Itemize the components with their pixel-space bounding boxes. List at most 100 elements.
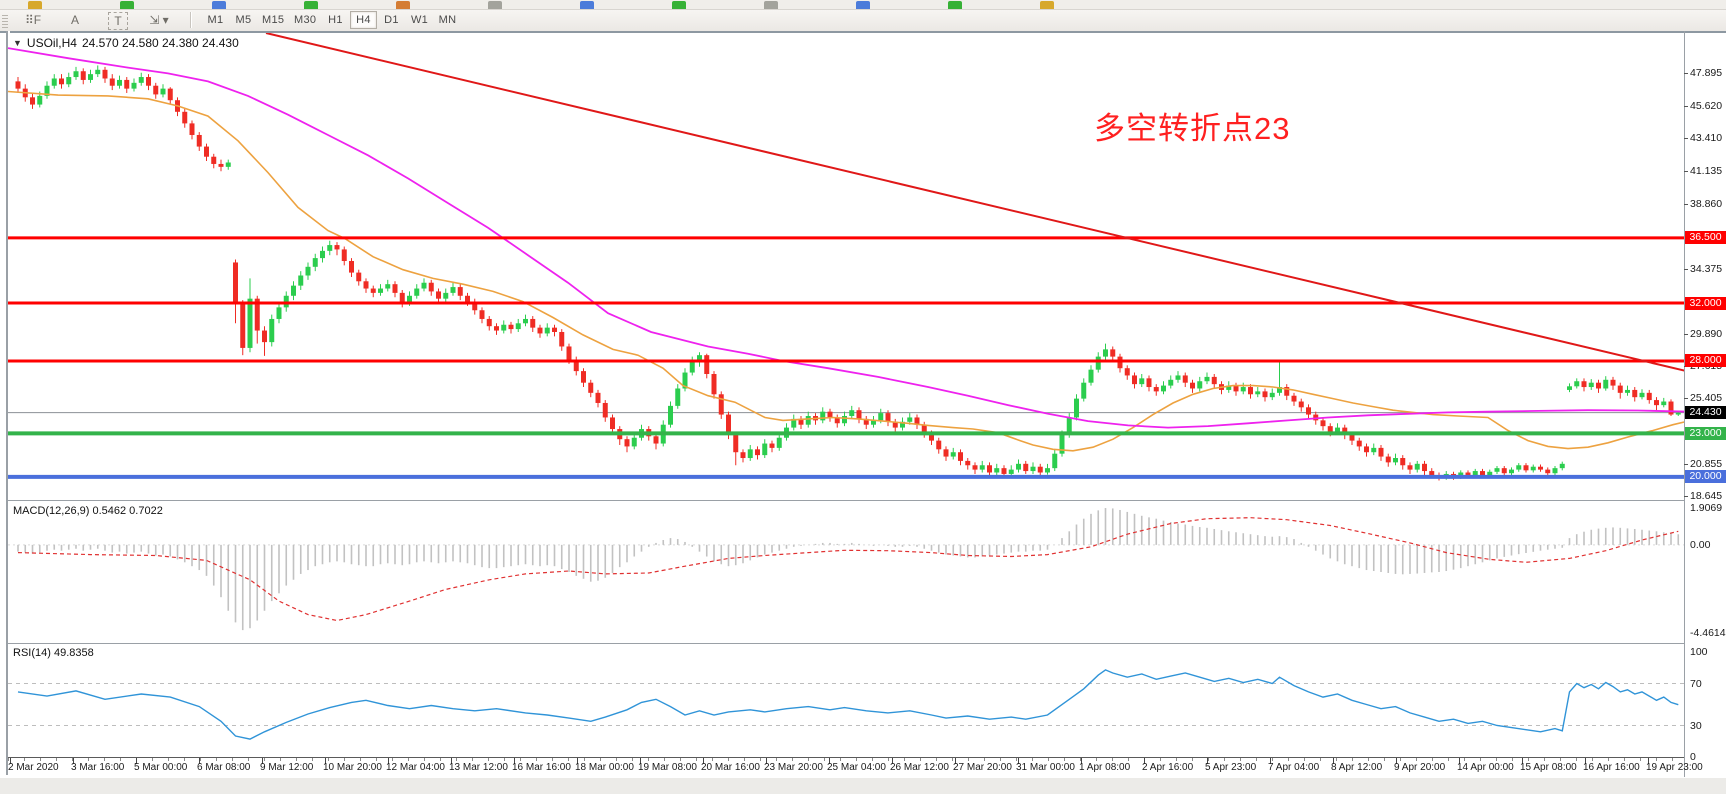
time-axis-label: 2 Apr 16:00 [1142,762,1194,773]
scale-tick [1684,496,1688,498]
time-axis-label: 26 Mar 12:00 [890,762,949,773]
toolbar-grip[interactable] [2,13,8,28]
main-toolbar-clipped[interactable] [0,0,1726,10]
scale-tick [1684,203,1688,205]
time-axis-label: 15 Apr 08:00 [1520,762,1577,773]
toolbar-icon[interactable] [28,1,42,9]
timeframe-button-d1[interactable]: D1 [384,14,399,26]
timeframe-button-w1[interactable]: W1 [410,14,429,26]
main-chart-canvas[interactable] [8,33,1684,500]
time-axis-label: 16 Mar 16:00 [512,762,571,773]
time-tick [136,758,137,764]
price-scale-label: 41.135 [1690,164,1723,177]
time-axis-label: 19 Apr 23:00 [1646,762,1703,773]
price-level-badge: 32.000 [1685,296,1726,310]
timeframe-toolbar: ⠿F A T ⇲ ▾ M1 M5 M15 M30 H1 H4 D1 W1 MN [0,10,1726,32]
timeframe-button-m15[interactable]: M15 [262,14,285,26]
time-axis-label: 9 Mar 12:00 [260,762,314,773]
scale-tick [1684,137,1688,139]
rsi-scale-label: 70 [1690,677,1702,690]
time-axis-label: 27 Mar 20:00 [953,762,1012,773]
chevron-down-icon[interactable]: ▼ [13,38,22,48]
toolbar-icon[interactable] [856,1,870,9]
price-level-badge: 20.000 [1685,470,1726,484]
rsi-panel-canvas[interactable] [8,646,1684,757]
timeframe-button-m5[interactable]: M5 [235,14,252,26]
time-tick [1018,758,1019,764]
time-tick [1396,758,1397,764]
time-axis-label: 2 Mar 2020 [8,762,59,773]
chart-window[interactable] [0,31,1726,779]
time-tick [1270,758,1271,764]
time-tick [1207,758,1208,764]
time-axis[interactable]: 2 Mar 2020 3 Mar 16:00 5 Mar 00:00 6 Mar 08… [8,757,1703,776]
time-tick [703,758,704,764]
price-level-badge: 23.000 [1685,426,1726,440]
price-scale-label: 20.855 [1690,458,1723,471]
time-tick [577,758,578,764]
scale-tick [1684,268,1688,270]
price-scale-border [1684,31,1685,777]
time-axis-label: 16 Apr 16:00 [1583,762,1640,773]
time-axis-label: 1 Apr 08:00 [1079,762,1131,773]
text-a-icon[interactable]: A [70,13,79,27]
grid-f-icon[interactable]: ⠿F [24,13,42,27]
scale-tick [1684,105,1688,107]
timeframe-button-h4[interactable]: H4 [350,11,377,29]
macd-indicator-label: MACD(12,26,9) 0.5462 0.7022 [13,505,163,517]
price-scale-label: 47.895 [1690,66,1723,79]
price-level-badge: 36.500 [1685,231,1726,245]
time-axis-label: 5 Apr 23:00 [1205,762,1257,773]
time-tick [514,758,515,764]
time-axis-label: 8 Apr 12:00 [1331,762,1383,773]
chart-symbol-period: USOil,H4 [26,36,77,50]
price-scale-label: 29.890 [1690,327,1723,340]
time-tick [262,758,263,764]
time-tick [388,758,389,764]
time-axis-label: 25 Mar 04:00 [827,762,886,773]
timeframe-button-h1[interactable]: H1 [328,14,343,26]
panel-separator[interactable] [8,643,1684,644]
timeframe-button-m1[interactable]: M1 [207,14,224,26]
time-tick [73,758,74,764]
macd-scale-label: 0.00 [1690,539,1711,551]
price-level-badge: 24.430 [1685,406,1726,420]
time-axis-label: 6 Mar 08:00 [197,762,251,773]
time-tick [1144,758,1145,764]
price-scale-label: 18.645 [1690,490,1723,503]
time-tick [1585,758,1586,764]
time-tick [1459,758,1460,764]
toolbar-icon[interactable] [948,1,962,9]
timeframe-button-mn[interactable]: MN [438,14,457,26]
toolbar-separator [190,12,191,28]
timeframe-button-m30[interactable]: M30 [294,14,317,26]
scale-tick [1684,398,1688,400]
time-axis-label: 20 Mar 16:00 [701,762,760,773]
panel-separator[interactable] [8,500,1684,501]
macd-panel-canvas[interactable] [8,503,1684,643]
scale-tick [1684,72,1688,74]
arrows-dropdown-icon[interactable]: ⇲ ▾ [149,13,169,27]
text-box-icon[interactable]: T [108,12,128,30]
toolbar-icon[interactable] [212,1,226,9]
time-tick [766,758,767,764]
toolbar-icon[interactable] [304,1,318,9]
chart-annotation-text: 多空转折点23 [1094,111,1291,146]
time-tick [1333,758,1334,764]
toolbar-icon[interactable] [1040,1,1054,9]
toolbar-icon[interactable] [396,1,410,9]
price-scale-label: 38.860 [1690,197,1723,210]
time-tick [1522,758,1523,764]
toolbar-icon[interactable] [580,1,594,9]
toolbar-icon[interactable] [488,1,502,9]
toolbar-icon[interactable] [120,1,134,9]
scale-tick [1684,170,1688,172]
price-scale-label: 25.405 [1690,392,1723,405]
toolbar-icon[interactable] [672,1,686,9]
time-tick [1648,758,1649,764]
chart-title[interactable]: ▼ USOil,H4 24.570 24.580 24.380 24.430 [13,36,239,50]
toolbar-icon[interactable] [764,1,778,9]
time-axis-label: 31 Mar 00:00 [1016,762,1075,773]
rsi-scale-label: 100 [1690,646,1708,658]
